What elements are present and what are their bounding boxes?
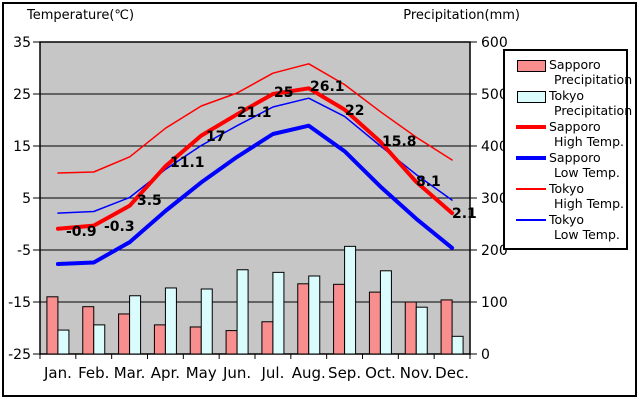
legend-label: Tokyo	[549, 88, 584, 103]
sapporo-precip-bar	[333, 283, 346, 355]
tokyo-precip-bar	[200, 288, 213, 355]
tokyo-precip-bar	[272, 271, 285, 355]
legend-label: Sapporo	[549, 119, 601, 134]
tokyo-precip-bar	[344, 245, 357, 355]
legend-label: Low Temp.	[554, 227, 620, 242]
sapporo-high-temp-value-label: 25	[274, 85, 293, 101]
precip-axis-tick-label: 400	[481, 139, 508, 155]
legend-item-tokyo-precipitation: Tokyo Precipitation	[505, 88, 632, 119]
temperature-axis-title: Temperature(℃)	[27, 8, 135, 23]
temp-axis-tick-label: -25	[8, 347, 31, 363]
temp-axis-tick-label: -5	[17, 243, 31, 259]
legend-label: High Temp.	[554, 196, 624, 211]
legend-label: Sapporo	[549, 150, 601, 165]
legend-label: High Temp.	[554, 134, 624, 149]
tokyo-low-temp-line-icon	[516, 219, 546, 221]
legend: Sapporo Precipitation Tokyo Precipitatio…	[503, 49, 632, 250]
legend-label: Tokyo	[549, 212, 584, 227]
legend-item-sapporo-low-temp: Sapporo Low Temp.	[505, 150, 626, 181]
temp-axis-tick-label: 5	[22, 191, 31, 207]
tokyo-precip-bar	[129, 295, 142, 355]
sapporo-high-temp-value-label: 26.1	[310, 79, 345, 95]
legend-item-sapporo-precipitation: Sapporo Precipitation	[505, 57, 632, 88]
temp-axis-tick-label: 15	[13, 139, 31, 155]
sapporo-precip-bar	[225, 330, 238, 355]
tokyo-precip-bar	[236, 269, 249, 355]
precip-axis-tick-label: 200	[481, 243, 508, 259]
tokyo-precip-bar	[164, 287, 177, 355]
month-label: Aug.	[292, 364, 326, 382]
month-label: May	[186, 364, 217, 382]
sapporo-precip-bar	[297, 283, 310, 355]
month-label: Jul.	[260, 364, 284, 382]
sapporo-high-temp-value-label: 3.5	[137, 193, 162, 209]
sapporo-high-temp--line	[55, 86, 455, 231]
precipitation-axis-title: Precipitation(mm)	[403, 8, 520, 23]
month-label: Jan.	[43, 364, 72, 382]
month-label: Sep.	[328, 364, 361, 382]
month-label: Apr.	[151, 364, 180, 382]
month-label: Nov.	[400, 364, 433, 382]
legend-label: Sapporo	[549, 57, 601, 72]
tokyo-precip-bar	[57, 329, 70, 355]
legend-item-tokyo-low-temp: Tokyo Low Temp.	[505, 212, 626, 243]
tokyo-precip-bar	[415, 306, 428, 355]
tokyo-high-temp-line-icon	[516, 188, 546, 190]
sapporo-precip-bar	[440, 299, 453, 355]
sapporo-precip-bar	[153, 324, 166, 355]
tokyo-precip-bar	[308, 275, 321, 355]
chart-outer-border	[2, 2, 637, 397]
sapporo-precipitation-swatch-icon	[517, 60, 546, 72]
sapporo-precip-bar	[404, 301, 417, 355]
tokyo-precipitation-swatch-icon	[517, 91, 546, 103]
sapporo-low-temp--line	[55, 123, 455, 266]
sapporo-high-temp-value-label: -0.3	[104, 219, 135, 235]
sapporo-high-temp-value-label: 17	[206, 129, 225, 145]
precip-axis-tick-label: 0	[481, 347, 490, 363]
sapporo-high-temp-value-label: 15.8	[382, 134, 417, 150]
sapporo-low-temp-line-icon	[516, 156, 546, 160]
month-label: Mar.	[114, 364, 146, 382]
precip-axis-tick-label: 100	[481, 295, 508, 311]
temp-axis-tick-label: -15	[8, 295, 31, 311]
sapporo-high-temp-value-label: 11.1	[170, 155, 205, 171]
tokyo-precip-bar	[451, 335, 464, 355]
sapporo-high-temp-line-icon	[516, 125, 546, 129]
sapporo-high-temp-value-label: 22	[345, 103, 364, 119]
precip-axis-tick-label: 500	[481, 87, 508, 103]
tokyo-precip-bar	[93, 324, 106, 355]
legend-label: Low Temp.	[554, 165, 620, 180]
legend-item-tokyo-high-temp: Tokyo High Temp.	[505, 181, 626, 212]
precip-axis-tick-label: 600	[481, 35, 508, 51]
sapporo-high-temp-value-label: 2.1	[452, 206, 477, 222]
tokyo-precip-bar	[379, 270, 392, 355]
sapporo-high-temp-value-label: 8.1	[416, 174, 441, 190]
legend-label: Precipitation	[554, 72, 633, 87]
sapporo-precip-bar	[118, 313, 131, 355]
tokyo-high-temp--line	[57, 63, 453, 174]
month-label: Oct.	[365, 364, 396, 382]
legend-label: Tokyo	[549, 181, 584, 196]
precip-axis-tick-label: 300	[481, 191, 508, 207]
legend-item-sapporo-high-temp: Sapporo High Temp.	[505, 119, 626, 150]
sapporo-precip-bar	[261, 321, 274, 355]
month-label: Dec.	[435, 364, 469, 382]
temp-axis-tick-label: 25	[13, 87, 31, 103]
temp-axis-tick-label: 35	[13, 35, 31, 51]
month-label: Jun.	[222, 364, 251, 382]
sapporo-high-temp-value-label: 21.1	[237, 105, 272, 121]
sapporo-precip-bar	[368, 291, 381, 355]
month-label: Feb.	[78, 364, 109, 382]
sapporo-precip-bar	[82, 306, 95, 355]
sapporo-precip-bar	[46, 296, 59, 355]
legend-label: Precipitation	[554, 103, 633, 118]
sapporo-high-temp-value-label: -0.9	[66, 224, 97, 240]
sapporo-precip-bar	[189, 326, 202, 355]
